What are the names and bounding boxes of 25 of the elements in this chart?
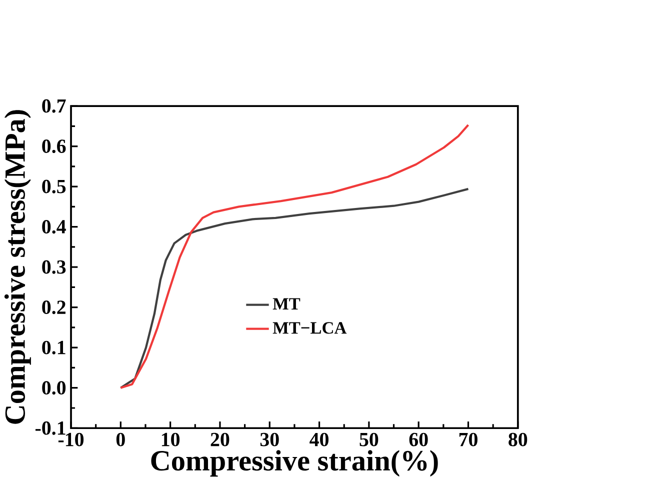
x-tick-label: 40 — [310, 432, 328, 446]
x-tick-label: 70 — [459, 432, 478, 446]
y-tick-label: 0.1 — [42, 340, 66, 354]
y-tick-label: 0.3 — [42, 260, 66, 274]
line-series — [120, 188, 470, 389]
x-tick-label: 20 — [210, 432, 230, 446]
x-tick-label: 60 — [409, 432, 428, 446]
line-series — [120, 124, 470, 389]
x-axis-title: Compressive strain(%) — [151, 450, 438, 477]
y-tick-label: 0.7 — [42, 99, 66, 113]
y-tick-label: -0.1 — [35, 421, 66, 435]
x-tick-label: 50 — [360, 432, 378, 446]
x-tick-label: -10 — [58, 432, 84, 446]
x-tick-label: 0 — [116, 432, 125, 446]
x-tick-label: 10 — [162, 432, 180, 446]
y-axis-title: Compressive stress(MPa) — [4, 110, 31, 424]
y-tick-label: 0.4 — [42, 220, 66, 234]
legend-label: MT−LCA — [272, 322, 347, 334]
x-tick-label: 80 — [508, 432, 528, 446]
y-tick-label: 0.0 — [42, 381, 66, 395]
y-tick-label: 0.6 — [42, 140, 66, 154]
legend-label: MT — [272, 298, 300, 310]
y-tick-label: 0.2 — [42, 300, 66, 314]
x-tick-label: 30 — [260, 432, 279, 446]
y-tick-label: 0.5 — [42, 180, 66, 194]
